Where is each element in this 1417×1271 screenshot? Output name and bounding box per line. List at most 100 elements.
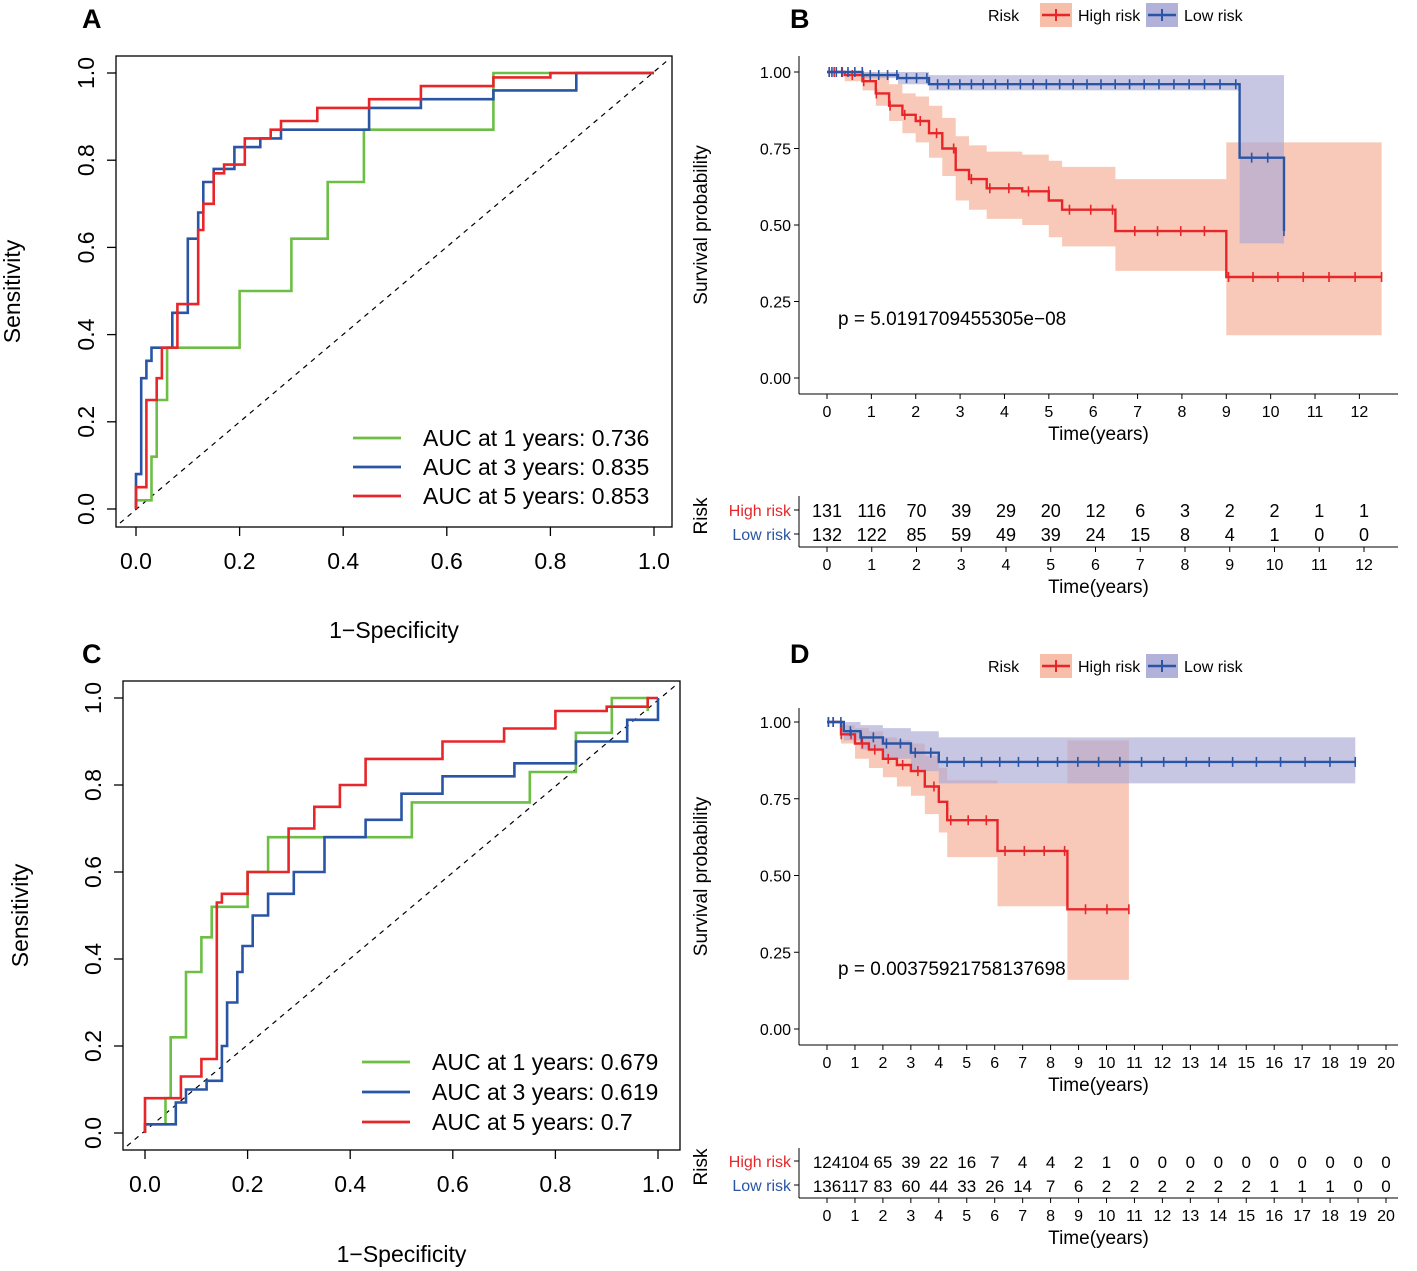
risk-count: 116 — [857, 501, 886, 521]
risk-x-tick-label: 11 — [1126, 1208, 1143, 1225]
risk-x-tick-label: 0 — [823, 1208, 832, 1225]
x-tick-label: 0.4 — [334, 1171, 366, 1197]
confidence-band-2 — [827, 722, 1356, 784]
risk-count: 0 — [1381, 1177, 1390, 1196]
risk-count: 124 — [813, 1153, 841, 1172]
risk-count: 1 — [1269, 525, 1279, 545]
risk-count: 15 — [1130, 525, 1150, 545]
risk-x-tick-label: 4 — [934, 1208, 943, 1225]
diagonal-reference-line — [126, 684, 677, 1147]
x-tick-label: 7 — [1133, 404, 1142, 421]
risk-count: 39 — [951, 501, 971, 521]
x-tick-label: 18 — [1321, 1055, 1339, 1072]
x-tick-label: 10 — [1098, 1055, 1116, 1072]
x-tick-label: 6 — [1089, 404, 1098, 421]
panel-d-risk-table: Risk High risk 124 104 65 39 22 16 7 4 4 2 1 0 0 0 0 0 0 0 0… — [691, 1148, 1398, 1249]
risk-count: 14 — [1013, 1177, 1032, 1196]
risk-count: 59 — [951, 525, 971, 545]
y-tick-label: 0.00 — [760, 1022, 791, 1039]
y-axis-label: Sensitivity — [7, 863, 33, 967]
risk-x-axis-label: Time(years) — [1048, 1228, 1149, 1249]
risk-count: 1 — [1325, 1177, 1334, 1196]
x-tick-label: 0.2 — [224, 548, 256, 574]
risk-x-tick-label: 3 — [906, 1208, 915, 1225]
risk-count: 4 — [1018, 1153, 1027, 1172]
x-tick-label: 6 — [990, 1055, 999, 1072]
y-tick-label: 0.8 — [73, 144, 99, 176]
risk-count: 131 — [812, 501, 842, 521]
risk-count: 44 — [929, 1177, 948, 1196]
y-tick-label: 0.4 — [73, 318, 99, 350]
x-axis-label: 1−Specificity — [337, 1241, 467, 1267]
roc-curve-3 — [134, 71, 654, 509]
legend-title: Risk — [988, 8, 1020, 25]
x-tick-label: 1.0 — [642, 1171, 674, 1197]
x-tick-label: 16 — [1265, 1055, 1283, 1072]
x-tick-label: 5 — [962, 1055, 971, 1072]
panel-d-tag: D — [790, 639, 810, 669]
legend-label: High risk — [1078, 659, 1141, 676]
x-tick-label: 5 — [1044, 404, 1053, 421]
survival-curve-1 — [827, 720, 1129, 911]
risk-x-tick-label: 8 — [1181, 557, 1190, 574]
risk-count: 0 — [1158, 1153, 1167, 1172]
y-tick-label: 0.8 — [80, 769, 106, 801]
risk-count: 16 — [957, 1153, 976, 1172]
panel-c-roc: C 0.0 0.2 0.4 0.6 0.8 1.0 0.0 0.2 0.4 0.6 0.8 1.0 1−… — [7, 639, 681, 1267]
y-tick-label: 0.50 — [760, 869, 791, 886]
risk-count: 117 — [841, 1177, 868, 1196]
y-tick-label: 0.00 — [760, 371, 791, 388]
risk-x-tick-label: 12 — [1355, 557, 1373, 574]
risk-x-axis-label: Time(years) — [1048, 577, 1149, 598]
x-tick-label: 8 — [1046, 1055, 1055, 1072]
risk-x-tick-label: 1 — [850, 1208, 859, 1225]
x-tick-label: 12 — [1350, 404, 1368, 421]
risk-count: 6 — [1135, 501, 1145, 521]
legend-title: Risk — [988, 659, 1020, 676]
legend-label: AUC at 5 years: 0.7 — [432, 1109, 633, 1135]
plot-frame — [122, 680, 681, 1151]
risk-count: 0 — [1359, 525, 1369, 545]
risk-count: 2 — [1074, 1153, 1083, 1172]
y-tick-label: 1.00 — [760, 715, 791, 732]
risk-count: 0 — [1297, 1153, 1306, 1172]
risk-count: 2 — [1269, 501, 1279, 521]
x-tick-label: 0.6 — [437, 1171, 469, 1197]
x-tick-label: 0.6 — [431, 548, 463, 574]
x-tick-label: 13 — [1181, 1055, 1199, 1072]
risk-count: 104 — [841, 1153, 869, 1172]
x-tick-label: 9 — [1074, 1055, 1083, 1072]
x-tick-label: 0.2 — [232, 1171, 264, 1197]
x-tick-label: 0.8 — [539, 1171, 571, 1197]
x-tick-label: 15 — [1237, 1055, 1255, 1072]
confidence-band-1 — [827, 722, 1129, 980]
x-axis-label: 1−Specificity — [329, 617, 459, 643]
y-tick-label: 0.2 — [80, 1030, 106, 1062]
risk-count: 7 — [1046, 1177, 1055, 1196]
roc-curve-2 — [143, 698, 660, 1133]
x-tick-label: 0 — [823, 1055, 832, 1072]
legend-label: Low risk — [1184, 8, 1244, 25]
risk-count: 2 — [1102, 1177, 1111, 1196]
risk-x-tick-label: 15 — [1237, 1208, 1255, 1225]
risk-x-tick-label: 7 — [1018, 1208, 1027, 1225]
risk-x-tick-label: 19 — [1349, 1208, 1367, 1225]
x-tick-label: 0.0 — [120, 548, 152, 574]
y-tick-label: 0.6 — [73, 231, 99, 263]
risk-x-tick-label: 3 — [957, 557, 966, 574]
plot-frame — [115, 55, 673, 528]
risk-count: 29 — [996, 501, 1016, 521]
risk-count: 2 — [1225, 501, 1235, 521]
risk-table-title: Risk — [691, 1148, 712, 1185]
p-value-annotation: p = 5.0191709455305e−08 — [838, 309, 1066, 330]
risk-x-tick-label: 16 — [1265, 1208, 1283, 1225]
x-tick-label: 20 — [1377, 1055, 1395, 1072]
risk-row-label: Low risk — [732, 1178, 792, 1195]
risk-count: 1 — [1102, 1153, 1111, 1172]
panel-a-tag: A — [82, 4, 102, 34]
risk-count: 4 — [1046, 1153, 1055, 1172]
y-tick-label: 1.0 — [73, 57, 99, 89]
risk-count: 20 — [1041, 501, 1061, 521]
y-tick-label: 0.2 — [73, 406, 99, 438]
